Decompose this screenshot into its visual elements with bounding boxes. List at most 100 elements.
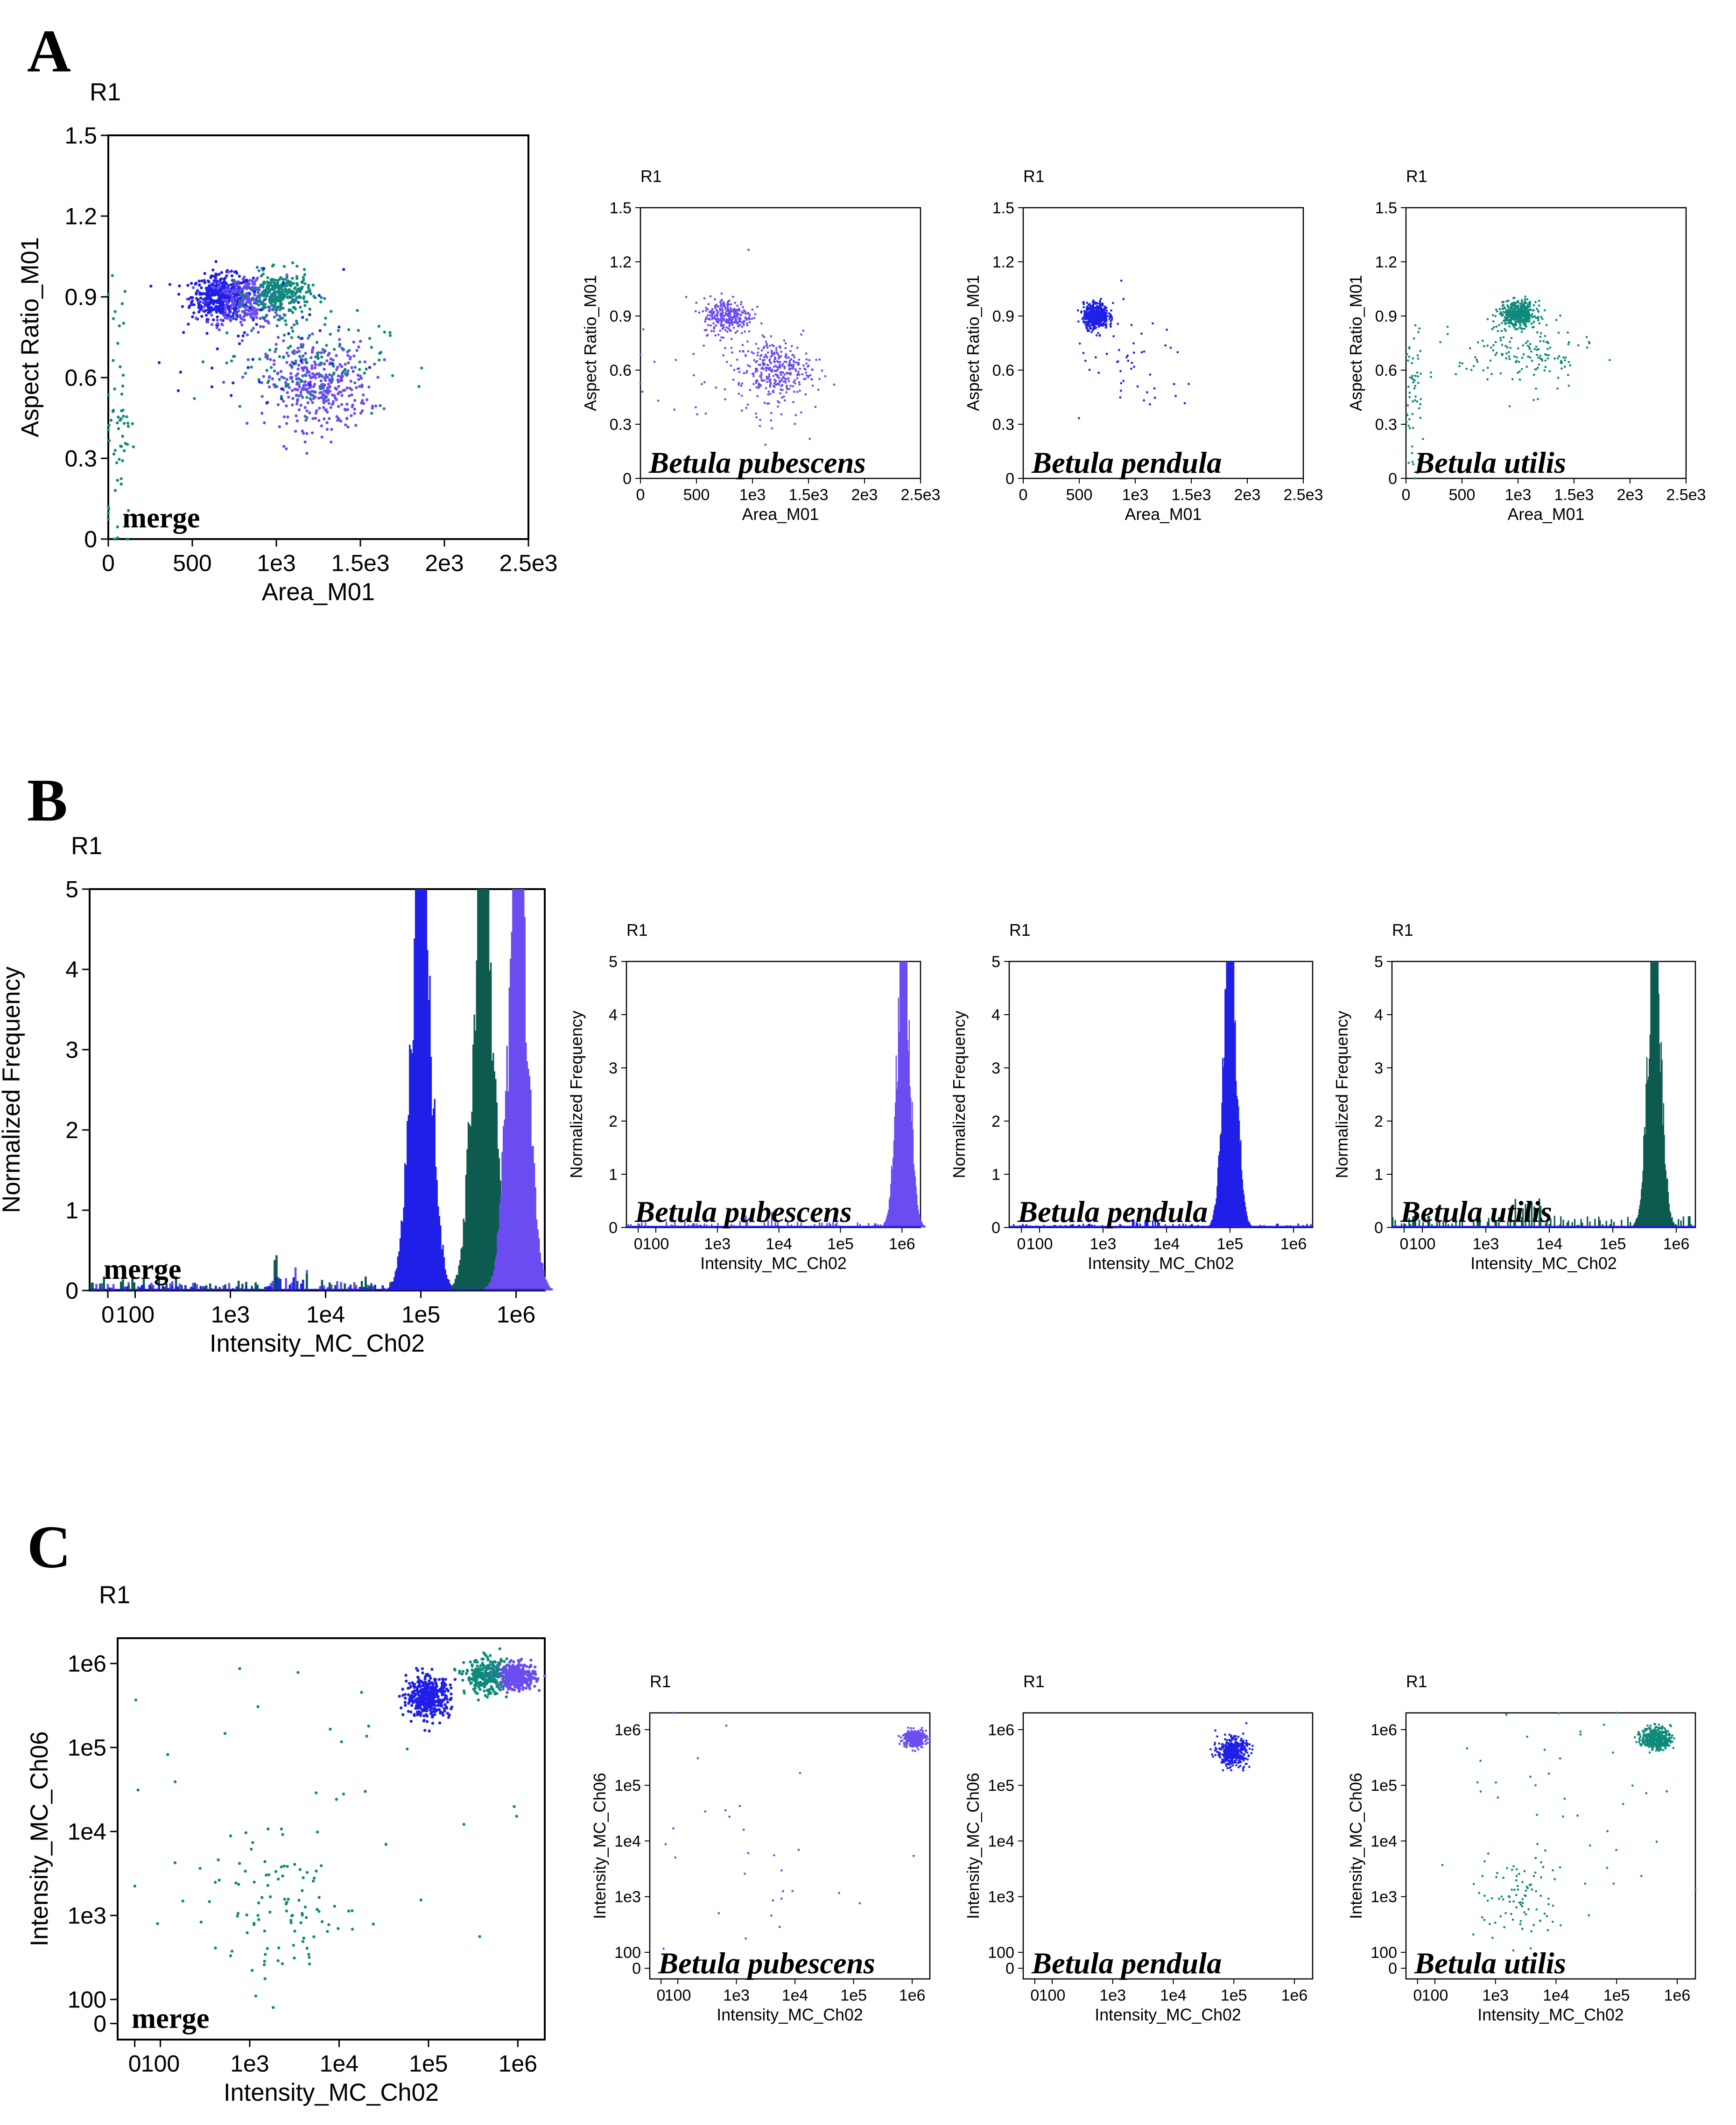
- data-point: [806, 374, 808, 377]
- chart-c-merge: R10 100 1e3 1e4 1e5 1e601001e31e41e51e6Intens…: [26, 1581, 547, 2106]
- data-point: [358, 368, 361, 371]
- data-point: [1090, 331, 1093, 334]
- data-point: [253, 306, 256, 309]
- data-point: [259, 317, 262, 320]
- data-point: [283, 314, 287, 317]
- hist-bar: [150, 1286, 153, 1290]
- data-point: [769, 361, 772, 364]
- hist-bar: [1216, 1186, 1218, 1227]
- data-point: [338, 363, 342, 366]
- data-point: [1544, 366, 1547, 368]
- data-point: [1119, 396, 1122, 399]
- data-point: [292, 301, 296, 304]
- data-point: [1429, 371, 1432, 374]
- data-point: [1110, 309, 1112, 312]
- data-point: [177, 293, 181, 296]
- data-point: [1537, 356, 1540, 359]
- data-point: [1476, 360, 1479, 363]
- data-point: [317, 363, 321, 366]
- x-tick-label: 1.5e3: [1171, 486, 1211, 504]
- data-point: [341, 370, 345, 373]
- data-point: [786, 372, 788, 375]
- hist-bar: [1657, 961, 1658, 1227]
- data-point: [327, 386, 330, 389]
- data-point: [673, 408, 676, 411]
- hist-bar: [1560, 1216, 1562, 1227]
- data-point: [693, 374, 695, 377]
- hist-bar: [1306, 1224, 1308, 1227]
- hist-bar: [390, 1285, 392, 1290]
- data-point: [209, 276, 212, 280]
- data-point: [785, 378, 788, 380]
- hist-bar: [910, 1097, 912, 1227]
- data-point: [287, 346, 290, 350]
- hist-bar: [1581, 1222, 1583, 1227]
- data-point: [383, 330, 386, 334]
- hist-bar: [500, 1196, 502, 1290]
- data-point: [263, 302, 267, 306]
- data-point: [311, 283, 315, 287]
- data-point: [736, 309, 738, 311]
- hist-bar: [152, 1284, 155, 1290]
- data-point: [300, 310, 303, 313]
- data-point: [305, 318, 309, 322]
- data-point: [365, 367, 368, 371]
- y-tick-label: 0: [991, 1219, 1000, 1237]
- data-point: [1120, 389, 1122, 392]
- hist-bar: [1219, 1151, 1220, 1227]
- data-point: [302, 268, 306, 271]
- data-point: [289, 309, 293, 312]
- hist-bar: [1589, 1221, 1591, 1227]
- hist-bar: [1513, 1221, 1515, 1227]
- data-point: [355, 349, 358, 352]
- data-point: [409, 1684, 413, 1688]
- y-tick-label: 3: [65, 1037, 78, 1063]
- data-point: [1412, 381, 1415, 384]
- hist-bar: [434, 1099, 436, 1290]
- data-point: [718, 307, 721, 310]
- data-point: [203, 292, 206, 295]
- data-point: [768, 358, 771, 361]
- data-point: [420, 366, 423, 370]
- x-axis: 0 100 1e3 1e4 1e5 1e6: [101, 1290, 535, 1328]
- data-point: [1482, 369, 1485, 372]
- data-point: [1527, 309, 1530, 311]
- data-point: [299, 380, 303, 383]
- data-point: [1515, 361, 1517, 364]
- data-point: [266, 292, 269, 295]
- hist-bar: [544, 1276, 546, 1290]
- hist-bar: [300, 1283, 302, 1290]
- hist-bar: [1238, 1121, 1240, 1227]
- data-point: [1405, 353, 1408, 356]
- y-tick-label: 0.6: [1375, 362, 1397, 379]
- data-point: [720, 292, 723, 295]
- hist-bar: [90, 1283, 92, 1290]
- data-point: [295, 322, 299, 325]
- data-point: [210, 323, 214, 326]
- y-tick-label: 0.3: [992, 416, 1014, 434]
- data-point: [1504, 316, 1506, 319]
- data-point: [287, 395, 290, 399]
- data-point: [780, 371, 783, 373]
- data-point: [1524, 316, 1527, 318]
- data-point: [1555, 319, 1558, 321]
- hist-bar: [1220, 1133, 1222, 1227]
- data-point: [339, 420, 343, 423]
- data-point: [264, 352, 267, 356]
- hist-bar: [832, 1221, 834, 1227]
- data-point: [731, 309, 734, 311]
- data-point: [1494, 341, 1497, 344]
- data-point: [272, 363, 276, 366]
- hist-bar: [507, 1091, 509, 1290]
- data-point: [353, 412, 356, 415]
- data-point: [315, 341, 319, 344]
- hist-bar: [112, 1284, 115, 1290]
- data-point: [685, 295, 688, 298]
- data-point: [1091, 301, 1094, 304]
- data-point: [1418, 327, 1421, 330]
- data-point: [716, 305, 719, 308]
- hist-bar: [1651, 961, 1652, 1227]
- hist-bar: [279, 1279, 281, 1290]
- data-point: [761, 366, 764, 369]
- data-point: [292, 362, 296, 365]
